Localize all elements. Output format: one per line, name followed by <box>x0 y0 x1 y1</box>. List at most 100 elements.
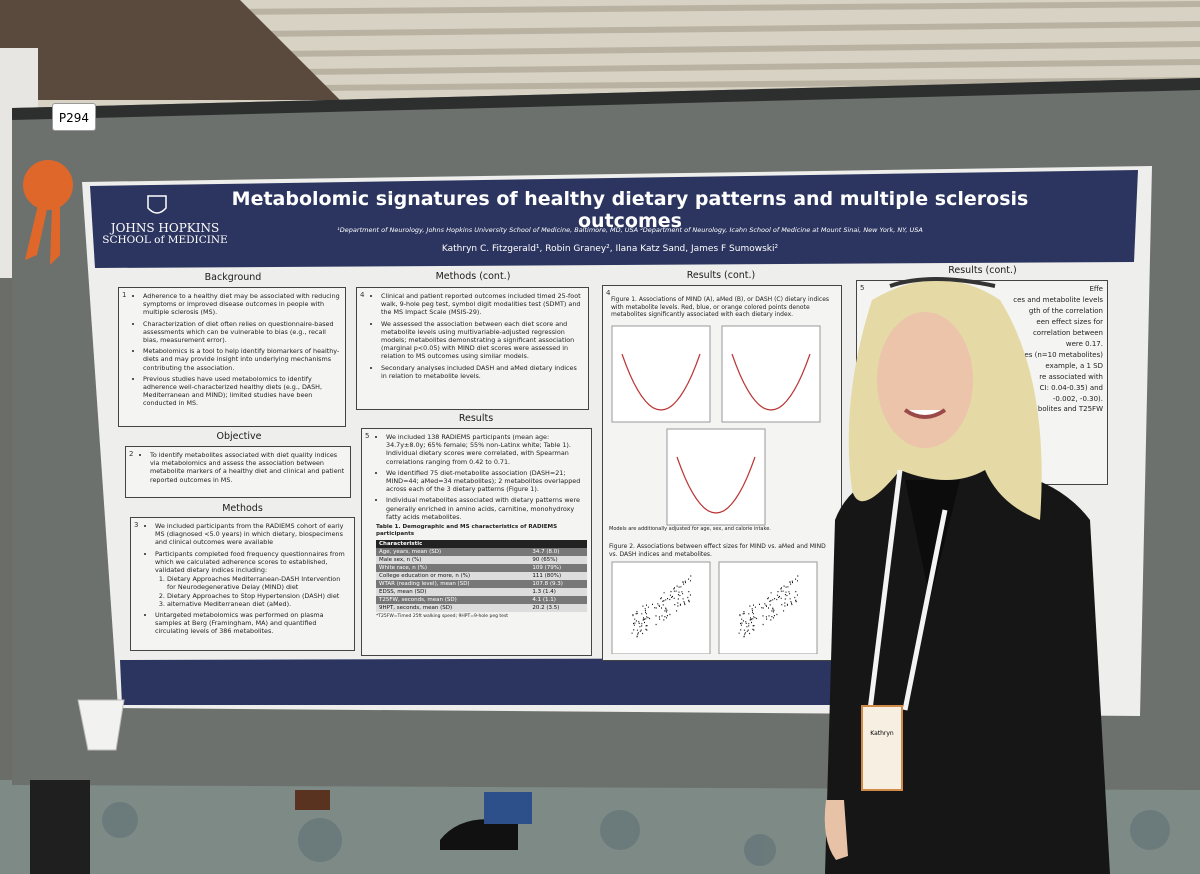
badge-name: Kathryn <box>870 730 894 737</box>
section-number: 5 <box>860 284 865 292</box>
carpet-pattern <box>102 802 1170 866</box>
bullet: To identify metabolites associated with … <box>150 451 346 484</box>
figure-caption: Figure 2. Associations between effect si… <box>609 543 826 558</box>
section-box: 5 Effe ces and metabolite levels gth of the… <box>856 280 1108 485</box>
bullet-list: To identify metabolites associated with … <box>140 451 346 484</box>
logo-shield <box>147 195 167 214</box>
section-number: 3 <box>134 521 139 529</box>
figure-plot <box>621 353 701 411</box>
figure-plot <box>738 575 799 638</box>
bullet: We included 138 RADIEMS participants (me… <box>386 433 587 466</box>
section-box: 3 We included participants from the RADIE… <box>130 517 355 651</box>
section-number: 4 <box>606 289 611 297</box>
bullet: We identified 75 diet-metabolite associa… <box>386 469 587 494</box>
section-box: 5 We included 138 RADIEMS participants (m… <box>361 428 592 656</box>
table-cell: 4.1 (1.1) <box>532 596 556 603</box>
sub-bullet: alternative Mediterranean diet (aMed). <box>167 600 350 608</box>
table-cell: 1.3 (1.4) <box>532 588 556 595</box>
table-cell: Age, years, mean (SD) <box>379 548 442 555</box>
section-heading: Results (cont.) <box>686 270 756 281</box>
text-fragment: correlation between <box>1032 328 1103 337</box>
board-label: P294 <box>52 103 96 131</box>
bullet: Clinical and patient reported outcomes i… <box>381 292 584 317</box>
table-row: White race, n (%) 109 (79%) <box>376 564 587 573</box>
logo: JOHNS HOPKINS SCHOOL of MEDICINE <box>100 222 230 246</box>
bullet: Secondary analyses included DASH and aMe… <box>381 364 584 380</box>
section-number: 1 <box>122 291 127 299</box>
table-row: EDSS, mean (SD) 1.3 (1.4) <box>376 588 587 597</box>
table-cell: 109 (79%) <box>532 564 562 571</box>
table-row: Age, years, mean (SD) 34.7 (8.0) <box>376 548 587 557</box>
bullet: Characterization of diet often relies on… <box>143 320 341 345</box>
table-cell: 9HPT, seconds, mean (SD) <box>379 604 453 611</box>
table: Characteristic Age, years, mean (SD) 34.7 … <box>376 540 587 613</box>
bullet: Adherence to a healthy diet may be assoc… <box>143 292 341 317</box>
section-number: 5 <box>365 432 370 440</box>
text-fragment: CI: 0.04-0.35) and <box>1039 383 1103 392</box>
bullet: Participants completed food frequency qu… <box>155 550 350 608</box>
text-fragment: -0.002, -0.30). <box>1052 394 1103 403</box>
bottom-banner <box>120 658 840 705</box>
bullet: Untargeted metabolomics was performed on… <box>155 611 350 636</box>
bullet-list: Adherence to a healthy diet may be assoc… <box>133 292 341 407</box>
table-row: T25FW, seconds, mean (SD) 4.1 (1.1) <box>376 596 587 605</box>
bullet: Individual metabolites associated with d… <box>386 496 587 521</box>
text-fragment: were 0.17. <box>1065 339 1103 348</box>
logo-line: SCHOOL of MEDICINE <box>102 233 228 246</box>
table-row: WTAR (reading level), mean (SD) 107.8 (9.… <box>376 580 587 589</box>
text-fragment: Effe <box>1089 285 1103 293</box>
carpet <box>0 780 1200 874</box>
bullet-list: We included participants from the RADIEM… <box>145 522 350 635</box>
trouser <box>484 792 532 824</box>
figure-panel <box>611 325 711 423</box>
logo-line: JOHNS HOPKINS <box>110 221 220 235</box>
ribbon-tails <box>25 205 60 265</box>
bullet-list: We included 138 RADIEMS participants (me… <box>376 433 587 521</box>
text-fragment: re associated with <box>1039 372 1103 381</box>
table-cell: College education or more, n (%) <box>379 572 471 579</box>
table-cell: 90 (65%) <box>532 556 558 563</box>
section-number: 4 <box>360 291 365 299</box>
table-cell: 107.8 (9.3) <box>532 580 563 587</box>
easel-leg <box>30 780 90 874</box>
section-heading: Methods (cont.) <box>435 271 511 282</box>
section-heading: Background <box>204 272 262 283</box>
figure-panel <box>721 325 821 423</box>
figure-plot <box>731 353 811 411</box>
text-fragment: gth of the correlation <box>1028 306 1103 315</box>
figure-caption: Figure 1. Associations of MIND (A), aMed… <box>611 296 830 319</box>
table-cell: White race, n (%) <box>379 564 428 571</box>
table-header: Characteristic <box>379 540 423 547</box>
text-fragment: example, a 1 SD <box>1045 361 1103 370</box>
section-box: 2 To identify metabolites associated with… <box>125 446 351 498</box>
bullet: Previous studies have used metabolomics … <box>143 375 341 408</box>
figure-note: Models are additionally adjusted for age… <box>609 526 771 532</box>
section-box: 1 Adherence to a healthy diet may be asso… <box>118 287 346 427</box>
cup <box>77 699 125 751</box>
bullet-list: Clinical and patient reported outcomes i… <box>371 292 584 380</box>
shoe <box>295 790 330 810</box>
figure-panel <box>666 428 766 526</box>
shoe <box>440 819 518 850</box>
ribbon-rosette <box>23 160 73 210</box>
text-fragment: tes (n=10 metabolites) <box>1021 350 1103 359</box>
authors: Kathryn C. Fitzgerald¹, Robin Graney², I… <box>441 244 779 254</box>
table-footnote: *T25FW=Timed 25ft walking speed; 9HPT=9-… <box>376 614 509 620</box>
table-caption: Table 1. Demographic and MS characterist… <box>376 523 558 538</box>
sub-bullet: Dietary Approaches to Stop Hypertension … <box>167 592 350 600</box>
table-cell: T25FW, seconds, mean (SD) <box>379 596 457 603</box>
table-cell: WTAR (reading level), mean (SD) <box>379 580 470 587</box>
section-heading: Results <box>458 413 494 424</box>
table-header-row: Characteristic <box>376 540 587 549</box>
section-heading: Methods <box>222 503 263 514</box>
title-banner <box>90 170 1138 268</box>
section-number: 2 <box>129 450 134 458</box>
text-fragment: een effect sizes for <box>1036 317 1103 326</box>
numbered-list: Dietary Approaches Mediterranean-DASH In… <box>155 575 350 608</box>
bullet: Metabolomics is a tool to help identify … <box>143 347 341 372</box>
section-box: 4 Clinical and patient reported outcomes … <box>356 287 589 410</box>
bullet: We included participants from the RADIEM… <box>155 522 350 547</box>
table-cell: 34.7 (8.0) <box>532 548 560 555</box>
figure-panels <box>611 325 821 654</box>
